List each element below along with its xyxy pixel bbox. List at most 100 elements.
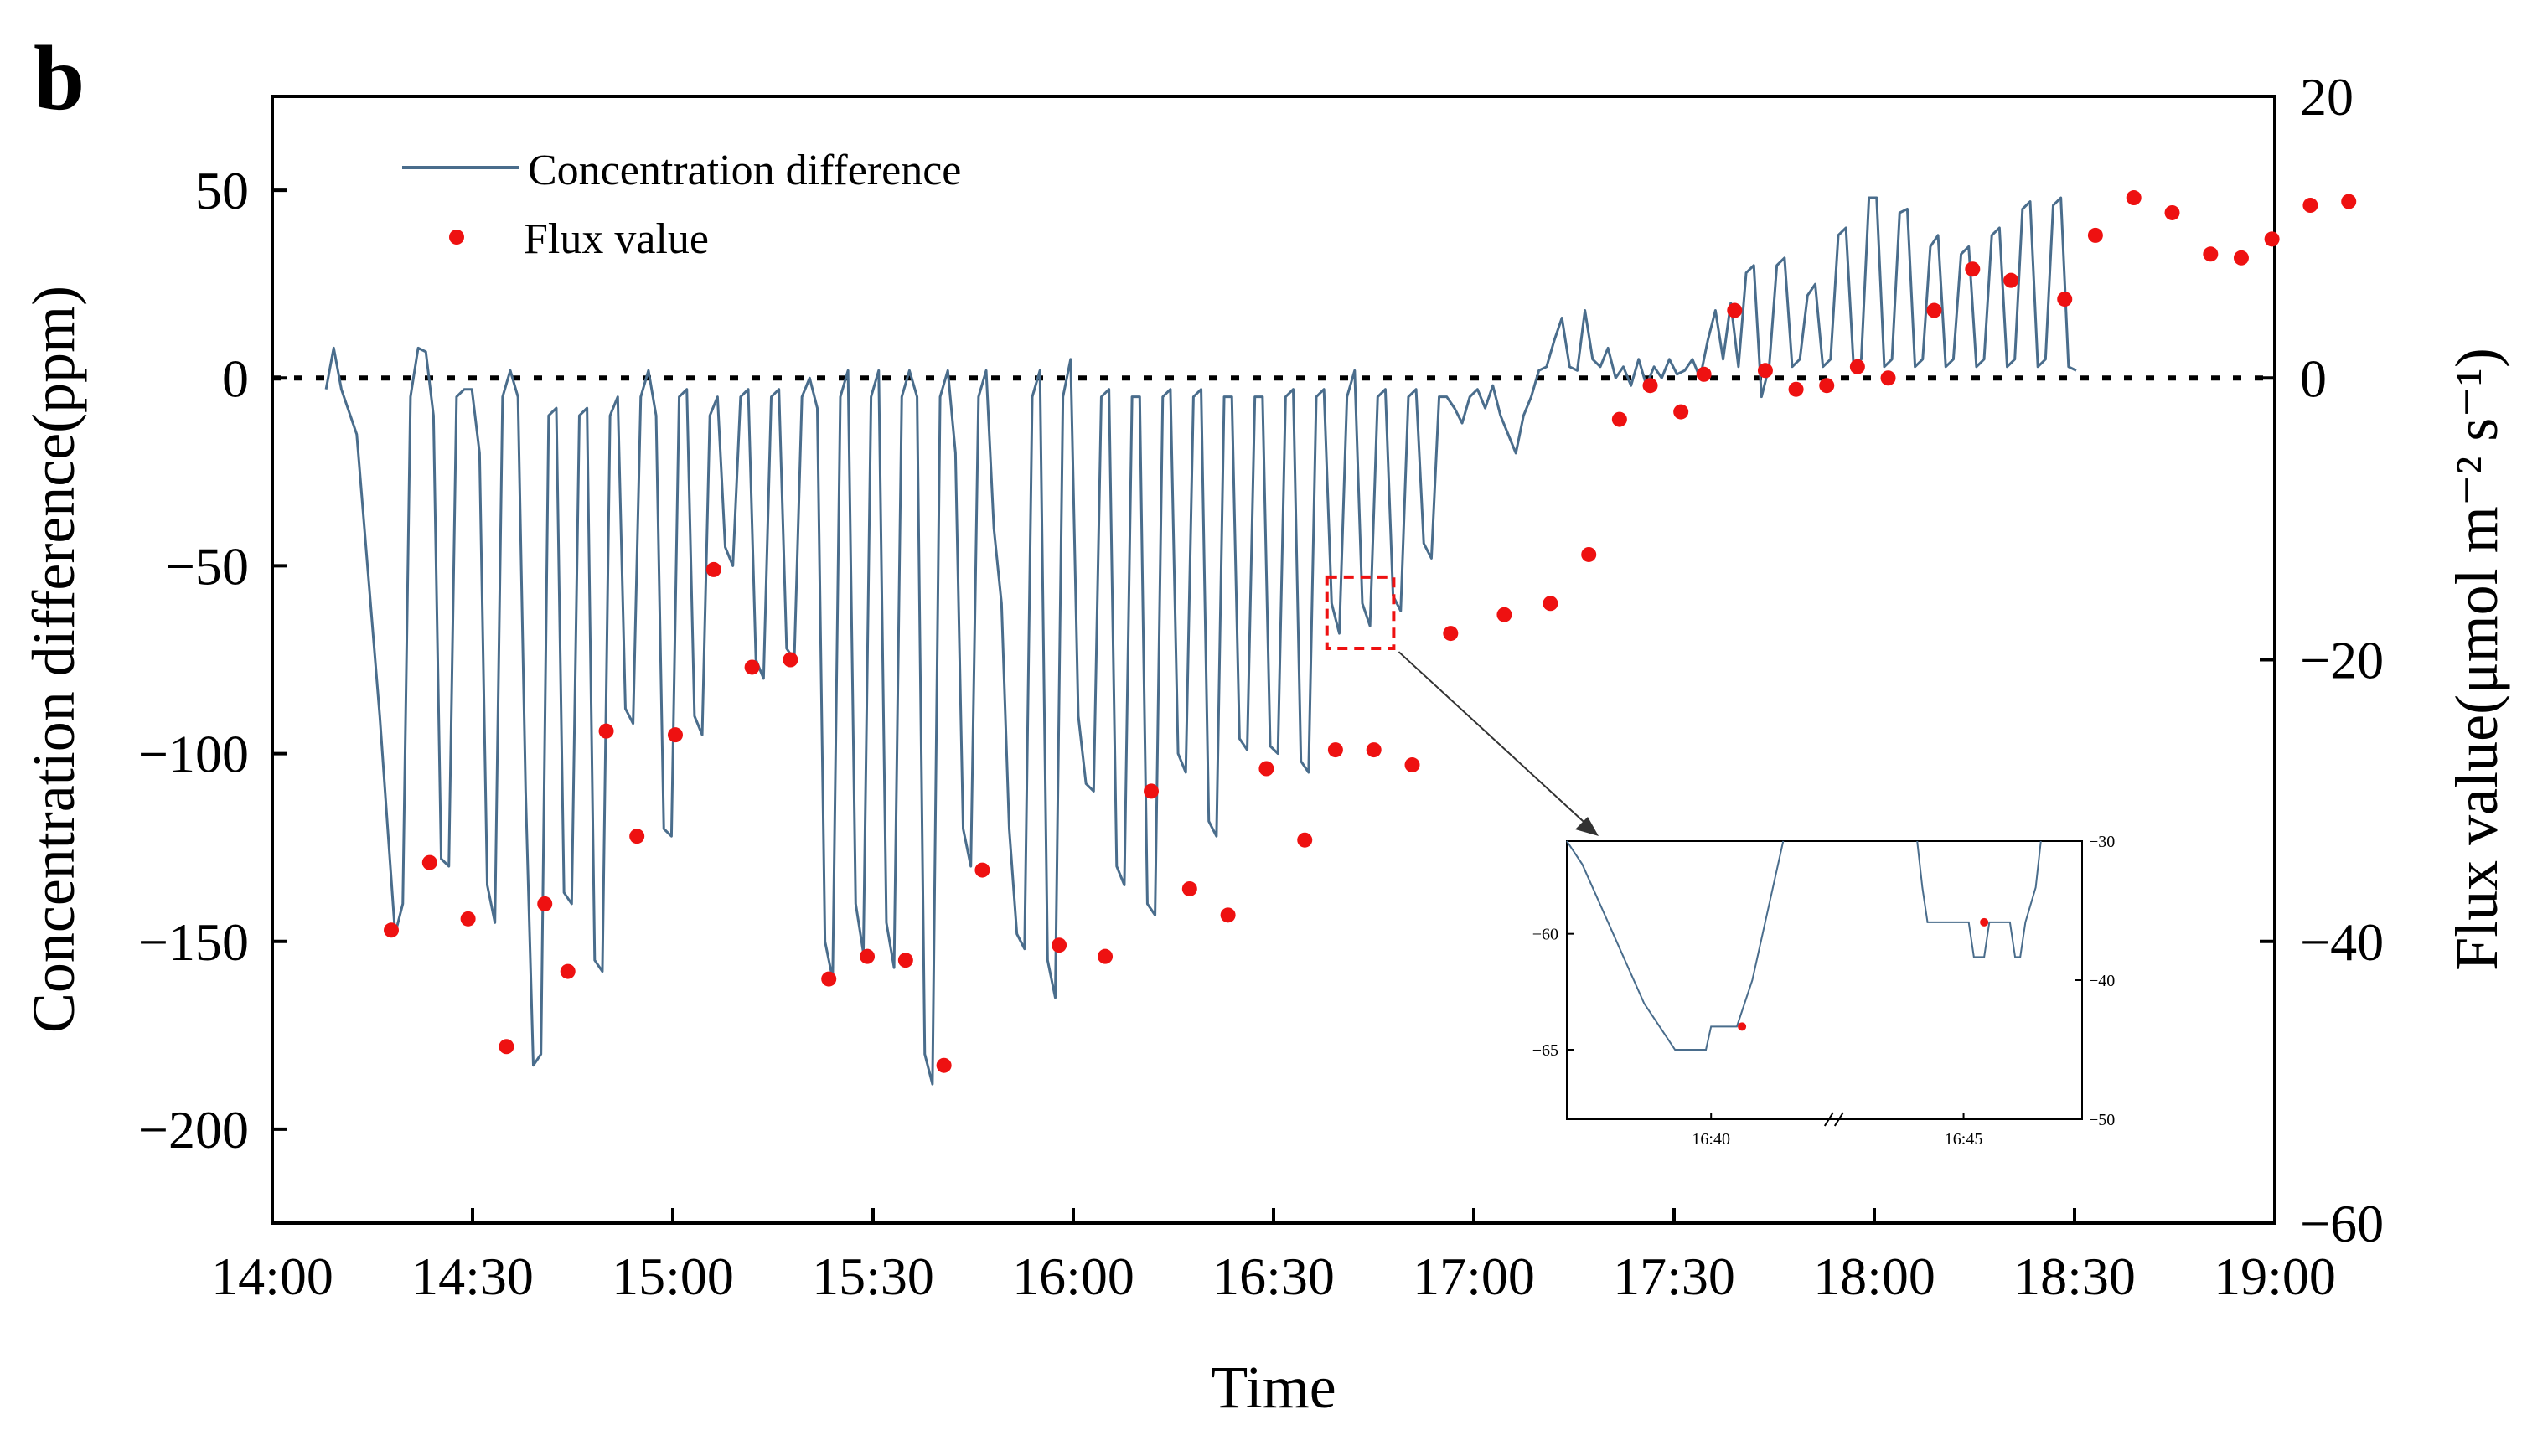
x-tick-label: 17:00	[1413, 1247, 1535, 1306]
concentration-difference-series	[324, 196, 2077, 1086]
inset-pointer-arrowhead	[1575, 817, 1599, 836]
panel-label: b	[34, 27, 85, 129]
inset-concentration-line	[1916, 840, 2042, 958]
x-tick-label: 16:30	[1212, 1247, 1335, 1306]
flux-value-point	[783, 652, 798, 668]
flux-value-point	[1819, 378, 1835, 394]
flux-value-point	[1673, 404, 1689, 420]
x-tick-label: 16:00	[1012, 1247, 1134, 1306]
inset-y-right-tick-label: −30	[2089, 833, 2115, 851]
flux-value-point	[2057, 292, 2073, 307]
x-tick-label: 19:00	[2214, 1247, 2336, 1306]
inset-x-tick-label: 16:45	[1945, 1130, 1983, 1149]
flux-value-point	[1581, 546, 1597, 562]
y-left-tick-label: −150	[138, 912, 249, 972]
flux-value-point	[1327, 742, 1343, 758]
x-tick-label: 18:00	[1813, 1247, 1935, 1306]
flux-value-point	[1496, 607, 1512, 622]
x-tick-label: 15:00	[612, 1247, 734, 1306]
legend-marker-swatch	[449, 230, 464, 245]
flux-value-point	[560, 963, 576, 979]
flux-value-point	[598, 723, 614, 739]
y-left-tick-label: 50	[195, 161, 249, 220]
flux-value-point	[1880, 370, 1896, 386]
highlight-box	[1325, 575, 1599, 836]
inset-frame	[1566, 840, 2083, 1120]
flux-value-point	[537, 896, 553, 911]
inset-axis-break-mark	[1833, 1112, 1844, 1127]
x-tick-label: 17:30	[1613, 1247, 1735, 1306]
x-tick-label: 18:30	[2013, 1247, 2136, 1306]
flux-value-point	[2233, 250, 2249, 266]
y-right-tick-label: 0	[2300, 349, 2327, 408]
inset-y-left-tick-label: −65	[1532, 1041, 1558, 1060]
flux-value-point	[629, 829, 645, 844]
flux-value-point	[1144, 783, 1160, 799]
flux-value-point	[1052, 937, 1067, 953]
inset-ticks: −60 −65 −30 −40 −50 16:40 16:45	[1532, 833, 2116, 1149]
inset-series	[1566, 840, 2042, 1051]
flux-value-point	[1181, 880, 1197, 896]
y-axis-right-label: Flux value(μmol m⁻² s⁻¹)	[2443, 348, 2510, 971]
inset-concentration-line	[1566, 840, 1785, 1051]
flux-value-point	[705, 561, 721, 577]
y-left-tick-label: −200	[138, 1100, 249, 1159]
y-right-tick-label: 20	[2300, 67, 2354, 126]
x-axis-label: Time	[1211, 1354, 1336, 1421]
y-left-tick-label: −100	[138, 725, 249, 784]
flux-value-point	[1611, 411, 1627, 427]
flux-value-point	[744, 659, 760, 675]
inset-y-right-tick-label: −40	[2089, 972, 2115, 990]
inset-plot: −60 −65 −30 −40 −50 16:40 16:45	[1532, 833, 2116, 1149]
flux-value-point	[1098, 948, 1114, 964]
inset-axis-break-mark	[1823, 1112, 1834, 1127]
highlight-rectangle	[1325, 575, 1396, 651]
flux-value-point	[1965, 261, 1981, 277]
flux-value-point	[1543, 596, 1558, 612]
y-right-tick-label: −60	[2300, 1194, 2384, 1253]
legend-label-flux: Flux value	[524, 215, 709, 263]
inset-y-right-tick-label: −50	[2089, 1111, 2115, 1129]
flux-value-point	[2302, 198, 2318, 214]
flux-value-point	[897, 953, 913, 968]
flux-value-point	[1696, 366, 1712, 382]
flux-value-point	[499, 1039, 514, 1055]
flux-value-point	[1258, 761, 1274, 777]
y-axis-left-label: Concentration difference(ppm)	[20, 286, 87, 1033]
flux-value-point	[2164, 204, 2180, 220]
inset-x-tick-label: 16:40	[1692, 1130, 1730, 1149]
legend-label-concentration: Concentration difference	[528, 147, 961, 194]
flux-value-point	[2341, 194, 2357, 209]
flux-value-point	[2126, 190, 2142, 206]
flux-value-markers	[384, 190, 2357, 1073]
flux-value-point	[460, 911, 476, 927]
flux-value-point	[2003, 272, 2019, 288]
flux-value-point	[667, 727, 683, 743]
flux-value-point	[421, 854, 437, 870]
x-tick-label: 14:30	[411, 1247, 534, 1306]
inset-flux-point	[1980, 917, 1989, 927]
flux-value-point	[2264, 231, 2280, 247]
flux-value-point	[1443, 626, 1459, 642]
legend: Concentration difference Flux value	[402, 147, 961, 263]
flux-value-point	[1926, 302, 1942, 318]
flux-value-point	[2087, 227, 2103, 243]
inset-flux-point	[1738, 1022, 1747, 1031]
flux-value-point	[821, 971, 837, 987]
flux-value-point	[1404, 757, 1420, 773]
flux-value-point	[1642, 378, 1658, 394]
flux-value-point	[2203, 246, 2219, 262]
y-left-tick-label: −50	[165, 536, 249, 596]
y-left-tick-label: 0	[222, 349, 249, 408]
flux-value-point	[1220, 907, 1236, 923]
concentration-difference-line	[324, 196, 2077, 1086]
y-right-tick-label: −20	[2300, 631, 2384, 690]
flux-value-point	[384, 922, 400, 938]
inset-y-left-tick-label: −60	[1532, 926, 1558, 944]
flux-value-point	[1788, 381, 1804, 397]
flux-value-point	[936, 1057, 952, 1073]
flux-value-point	[1727, 302, 1743, 318]
flux-value-point	[1297, 832, 1313, 848]
